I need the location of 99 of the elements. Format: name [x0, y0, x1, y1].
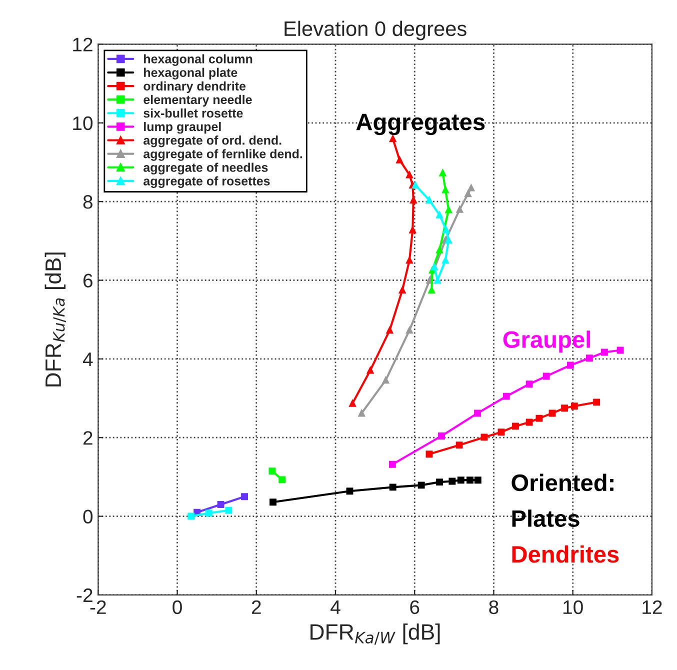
point	[426, 196, 433, 204]
point	[426, 450, 433, 458]
point	[448, 478, 456, 485]
point	[225, 506, 232, 514]
point	[474, 476, 482, 484]
point	[480, 434, 488, 441]
point	[436, 478, 444, 486]
point	[601, 348, 608, 356]
legend-label: aggregate of fernlike dend.	[144, 149, 302, 161]
point	[434, 276, 442, 284]
point	[457, 476, 464, 484]
point	[436, 211, 444, 218]
point	[418, 482, 425, 489]
point	[442, 256, 449, 264]
point	[464, 190, 472, 198]
point	[561, 404, 568, 412]
point	[396, 156, 404, 164]
point	[438, 432, 445, 440]
y-tick-label: 12	[73, 38, 92, 52]
point	[526, 380, 533, 388]
point	[268, 468, 276, 475]
point	[389, 135, 396, 142]
point	[278, 476, 286, 484]
point	[428, 286, 436, 294]
annotation: Oriented:	[512, 474, 614, 492]
point	[526, 418, 533, 426]
point	[346, 488, 354, 495]
x-tick-label: 0	[172, 600, 182, 614]
chart-title: Elevation 0 degrees	[284, 20, 466, 40]
point	[398, 286, 406, 294]
point	[188, 512, 195, 520]
annotation: Graupel	[503, 330, 590, 353]
point	[366, 366, 374, 374]
point	[456, 206, 464, 213]
point	[442, 186, 449, 194]
x-tick-label: 8	[489, 600, 498, 614]
point	[593, 398, 600, 406]
point	[566, 362, 574, 369]
point	[436, 246, 444, 254]
point	[466, 476, 474, 484]
y-tick-label: 4	[82, 352, 93, 366]
y-tick-label: 2	[83, 431, 92, 445]
point	[349, 400, 356, 407]
y-axis-title: DFR$_{Ku/Ka}$ [dB]	[44, 252, 66, 386]
point	[386, 326, 394, 334]
point	[217, 501, 224, 508]
point	[430, 263, 438, 270]
legend-label: ordinary dendrite	[144, 81, 246, 94]
point	[542, 372, 550, 380]
annotation: Plates	[512, 510, 580, 527]
x-tick-label: 4	[330, 600, 340, 614]
point	[388, 460, 396, 468]
point	[241, 493, 248, 500]
legend-label: hexagonal column	[144, 54, 252, 66]
point	[442, 226, 450, 234]
point	[502, 392, 510, 400]
point	[406, 256, 413, 264]
point	[498, 428, 505, 436]
point	[358, 410, 366, 417]
point	[409, 226, 416, 234]
point	[536, 414, 543, 422]
legend-label: six-bullet rosette	[144, 108, 243, 118]
point	[474, 410, 481, 417]
annotation: Aggregates	[356, 114, 485, 136]
x-tick-label: 10	[564, 600, 583, 614]
x-axis-title: DFR$_{Ka/W}$ [dB]	[310, 624, 440, 645]
x-tick-label: 12	[642, 600, 662, 614]
point	[512, 422, 519, 430]
point	[412, 182, 419, 189]
point	[548, 410, 556, 417]
point	[445, 236, 452, 244]
y-tick-label: -2	[76, 588, 92, 602]
y-tick-label: 6	[83, 274, 92, 288]
point	[439, 169, 446, 176]
y-tick-label: 0	[83, 510, 93, 524]
x-tick-label: 2	[252, 600, 261, 614]
legend-label: aggregate of rosettes	[144, 176, 270, 188]
point	[445, 206, 452, 214]
point	[205, 510, 212, 517]
point	[468, 184, 475, 192]
y-tick-label: 10	[73, 116, 93, 130]
point	[456, 442, 463, 449]
point	[570, 402, 578, 410]
legend-label: hexagonal plate	[144, 68, 238, 80]
point	[270, 498, 276, 506]
legend-label: aggregate of ord. dend.	[144, 136, 282, 148]
x-tick-label: 6	[410, 600, 420, 614]
point	[410, 196, 417, 204]
annotation: Dendrites	[512, 545, 619, 563]
legend-label: lump graupel	[144, 122, 221, 134]
legend-label: aggregate of needles	[144, 162, 268, 174]
point	[586, 354, 593, 362]
point	[616, 346, 624, 354]
point	[389, 484, 396, 491]
legend-label: elementary needle	[144, 94, 252, 107]
point	[406, 326, 413, 334]
y-tick-label: 8	[83, 195, 92, 209]
point	[382, 376, 390, 384]
point	[406, 171, 413, 178]
